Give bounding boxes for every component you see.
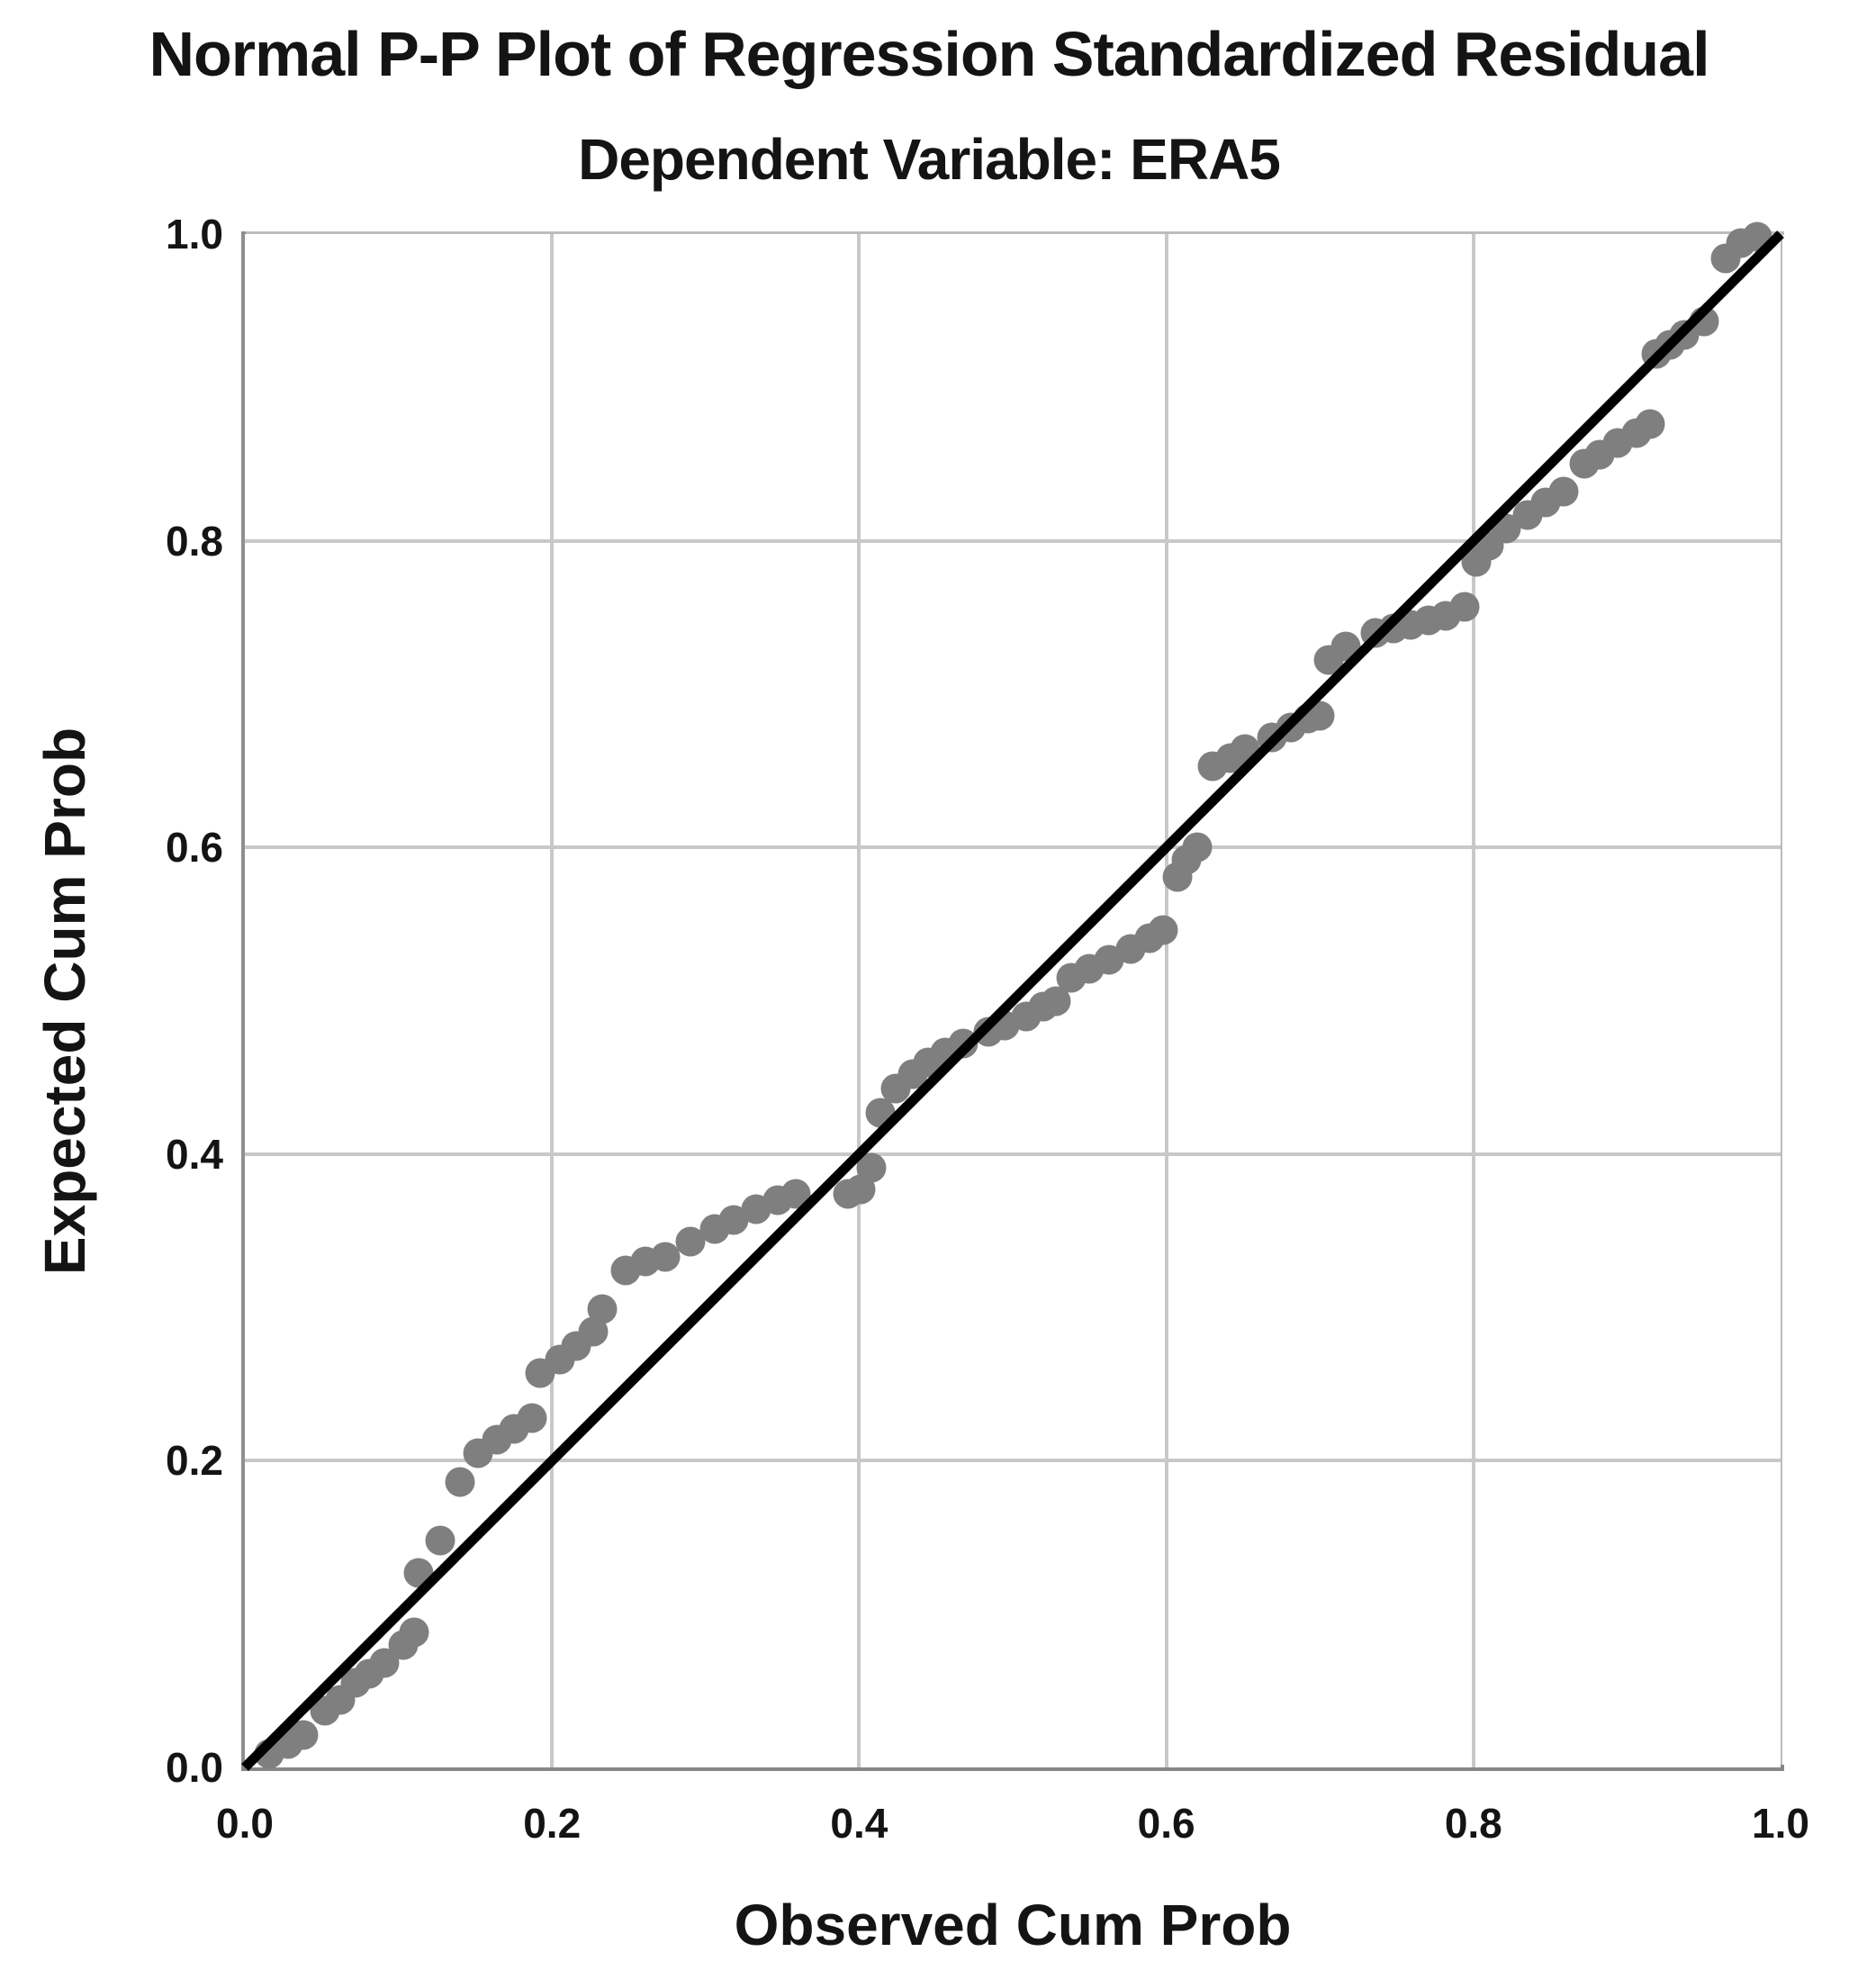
plot-frame-top [243, 231, 1784, 235]
y-tick-label: 1.0 [166, 211, 223, 258]
data-point [399, 1617, 429, 1648]
vertical-gridline [1471, 234, 1475, 1767]
x-tick-label: 0.0 [216, 1800, 274, 1847]
y-axis-line [241, 231, 246, 1771]
vertical-gridline [550, 234, 555, 1767]
plot-area [241, 221, 1784, 1771]
x-tick-label: 0.4 [830, 1800, 888, 1847]
y-tick-label: 0.2 [166, 1437, 223, 1485]
horizontal-gridline [245, 538, 1781, 543]
plot-frame-right [1779, 231, 1782, 1770]
horizontal-gridline [245, 1152, 1781, 1156]
normality-reference-line [241, 230, 1784, 1771]
data-point [587, 1294, 618, 1324]
data-point [1449, 592, 1480, 622]
chart-title: Normal P-P Plot of Regression Standardiz… [149, 19, 1709, 89]
x-tick-label: 0.6 [1137, 1800, 1195, 1847]
x-tick-label: 0.8 [1444, 1800, 1502, 1847]
data-point [1148, 915, 1178, 945]
y-tick-label: 0.6 [166, 824, 223, 872]
x-tick-label: 1.0 [1752, 1800, 1809, 1847]
x-axis-title: Observed Cum Prob [734, 1893, 1292, 1957]
horizontal-gridline [245, 1459, 1781, 1463]
data-point [1548, 476, 1579, 507]
data-point [517, 1403, 547, 1433]
y-tick-label: 0.0 [166, 1744, 223, 1791]
data-point [1182, 832, 1213, 863]
y-tick-label: 0.8 [166, 517, 223, 565]
data-point [1635, 409, 1665, 439]
x-axis-line [241, 1765, 1784, 1771]
horizontal-gridline [245, 845, 1781, 850]
data-point [445, 1467, 475, 1497]
chart-subtitle: Dependent Variable: ERA5 [578, 127, 1281, 192]
vertical-gridline [857, 234, 861, 1767]
y-tick-label: 0.4 [166, 1130, 223, 1178]
data-point [425, 1525, 455, 1556]
diagonal-line [241, 230, 1784, 1771]
x-tick-label: 0.2 [523, 1800, 582, 1847]
vertical-gridline [1164, 234, 1168, 1767]
